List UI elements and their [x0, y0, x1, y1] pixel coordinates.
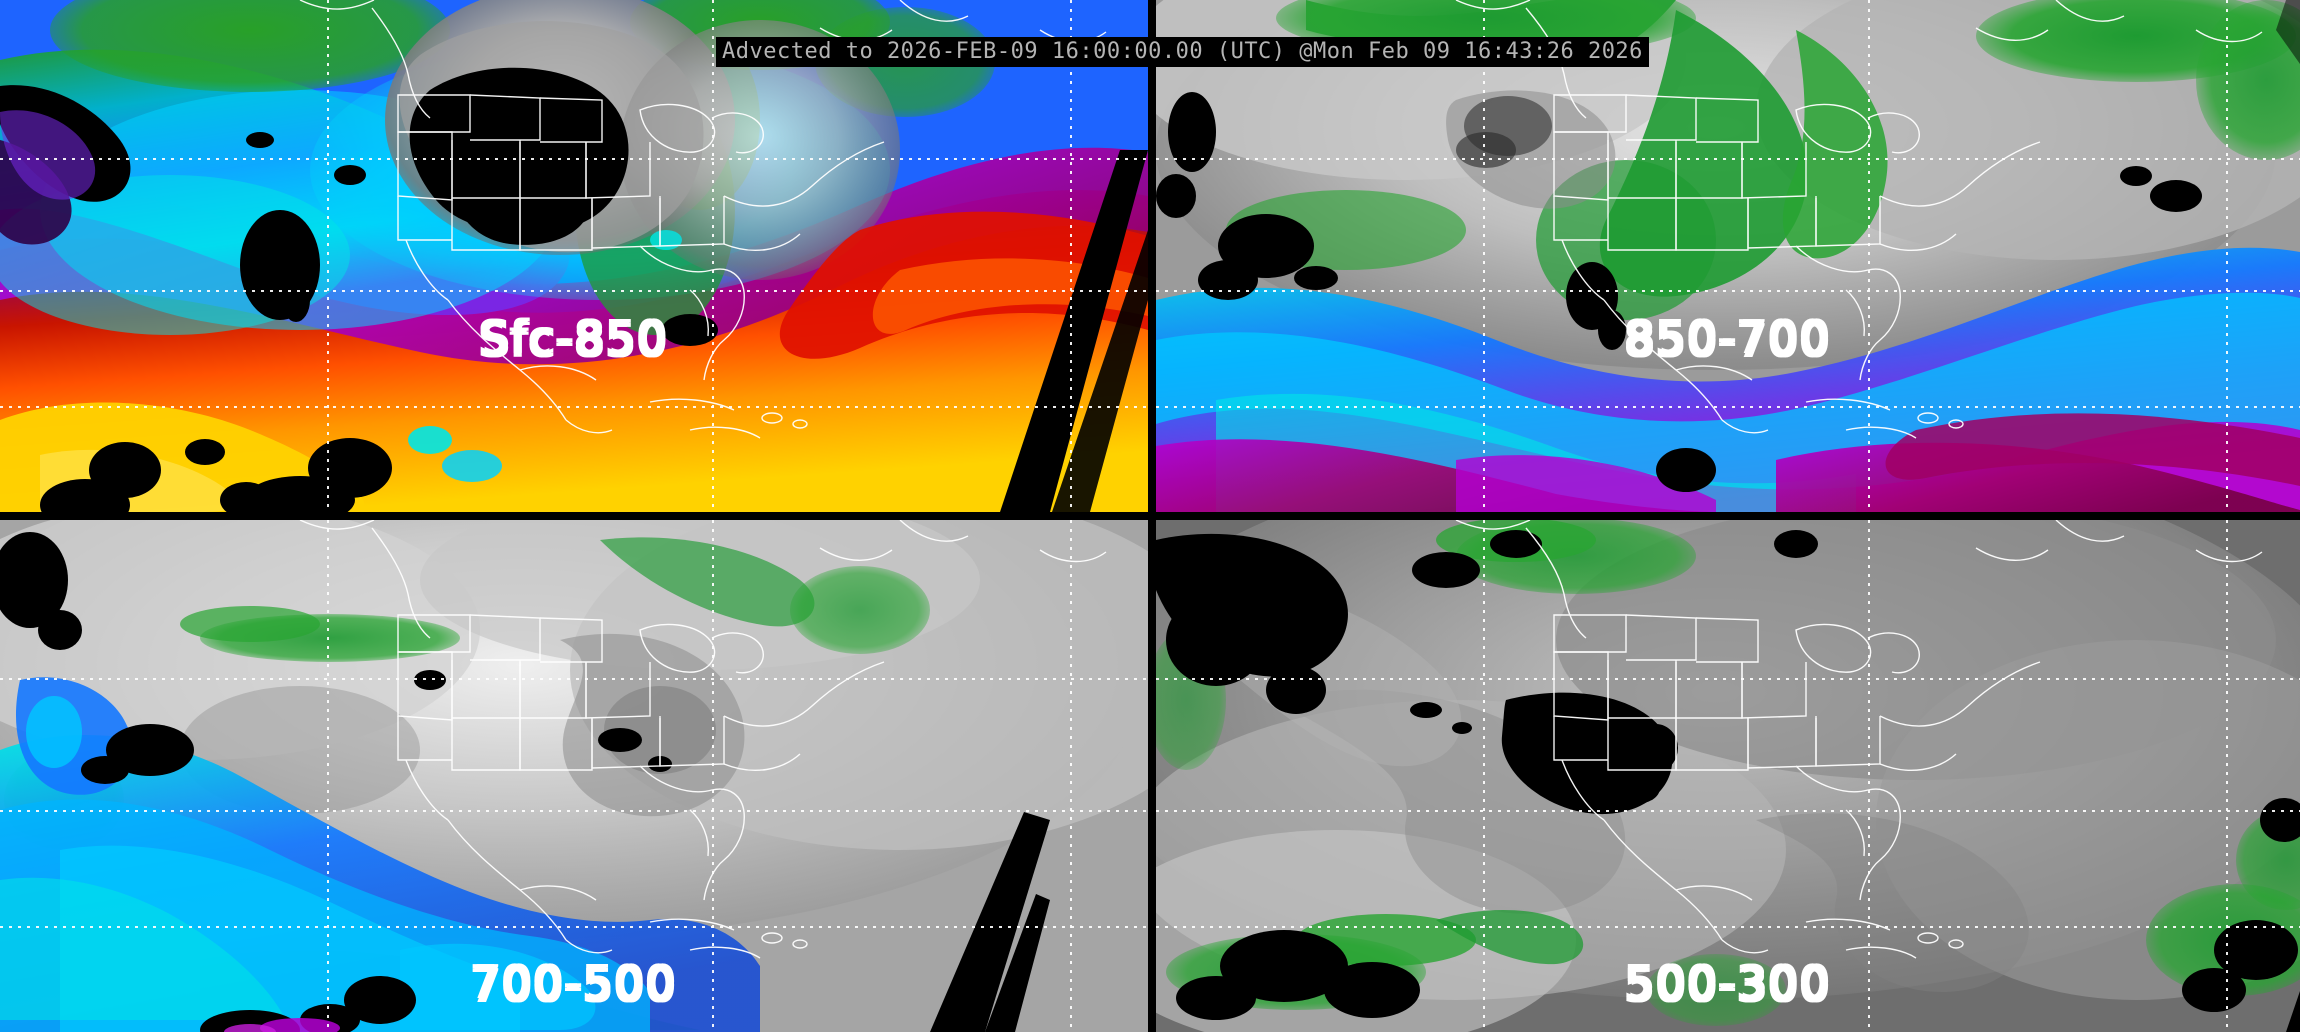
panel-850-700[interactable]: 850-700 [1156, 0, 2300, 512]
panel-500-300[interactable]: 500-300 [1156, 520, 2300, 1032]
panel-sfc-850[interactable]: Sfc-850 [0, 0, 1148, 512]
panel-850-700-image [1156, 0, 2300, 512]
map-boundaries-700-500 [299, 520, 1107, 959]
timestamp-text: Advected to 2026-FEB-09 16:00:00.00 (UTC… [722, 39, 1643, 64]
map-boundaries-500-300 [1455, 520, 2263, 959]
map-boundaries-850-700 [1455, 0, 2263, 439]
panel-700-500[interactable]: 700-500 [0, 520, 1148, 1032]
map-boundaries-sfc-850 [299, 0, 1107, 439]
panel-500-300-image [1156, 520, 2300, 1032]
panel-sfc-850-image [0, 0, 1148, 512]
timestamp-strip: Advected to 2026-FEB-09 16:00:00.00 (UTC… [716, 37, 1649, 67]
panel-separator-horizontal [0, 512, 2300, 520]
panel-700-500-image [0, 520, 1148, 1032]
